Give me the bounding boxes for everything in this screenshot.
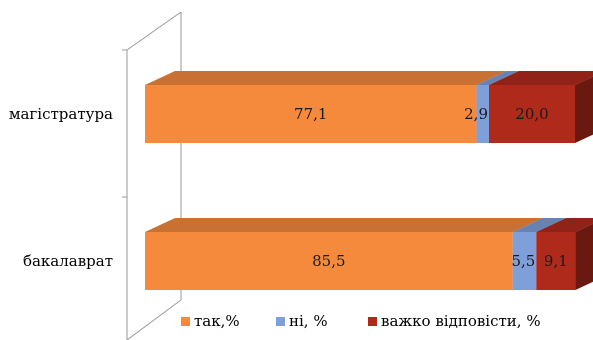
value-label-бакалаврат-0: 85,5: [312, 252, 345, 270]
bar-магістратура-важко-відповісти: [489, 85, 575, 143]
bar-top-бакалаврат-2: [536, 218, 593, 232]
bar-бакалаврат-ні: [512, 232, 537, 290]
bar-top-магістратура-0: [145, 71, 507, 85]
legend-item-2: важко відповісти, %: [368, 312, 541, 330]
bar-бакалаврат-так: [145, 232, 513, 290]
bar-top-магістратура-1: [476, 71, 519, 85]
bar-side-магістратура: [575, 76, 593, 143]
value-label-магістратура-0: 77,1: [294, 105, 327, 123]
legend-label: ні, %: [289, 312, 328, 330]
legend-swatch: [181, 317, 190, 326]
bars-group: 77,1 2,9 20,0 85,5 5,5 9,1: [145, 71, 593, 290]
back-wall-top-edge: [126, 11, 182, 51]
bar-top-магістратура-2: [489, 71, 593, 85]
value-label-магістратура-1: 2,9: [464, 105, 488, 123]
legend: так,% ні, % важко відповісти, %: [181, 312, 541, 330]
category-labels: магістратура бакалаврат: [9, 105, 113, 270]
legend-label: важко відповісти, %: [381, 312, 541, 330]
bar-top-бакалаврат-1: [512, 218, 567, 232]
legend-item-0: так,%: [181, 312, 240, 330]
value-label-бакалаврат-2: 9,1: [544, 252, 568, 270]
legend-swatch: [368, 317, 377, 326]
legend-swatch: [276, 317, 285, 326]
value-label-магістратура-2: 20,0: [515, 105, 548, 123]
bar-бакалаврат-важко-відповісти: [536, 232, 576, 290]
legend-label: так,%: [194, 312, 240, 330]
bar-магістратура-ні: [476, 85, 489, 143]
bar-side-бакалаврат: [575, 223, 593, 290]
bar-row-бакалаврат: 85,5 5,5 9,1: [145, 218, 593, 290]
value-label-бакалаврат-1: 5,5: [511, 252, 535, 270]
legend-item-1: ні, %: [276, 312, 328, 330]
category-label-бакалаврат: бакалаврат: [23, 252, 113, 270]
bar-top-бакалаврат-0: [145, 218, 543, 232]
floor-edge: [126, 299, 182, 340]
bar-row-магістратура: 77,1 2,9 20,0: [145, 71, 593, 143]
category-label-магістратура: магістратура: [9, 105, 113, 123]
bar-магістратура-так: [145, 85, 477, 143]
chart-frame: [122, 11, 182, 340]
